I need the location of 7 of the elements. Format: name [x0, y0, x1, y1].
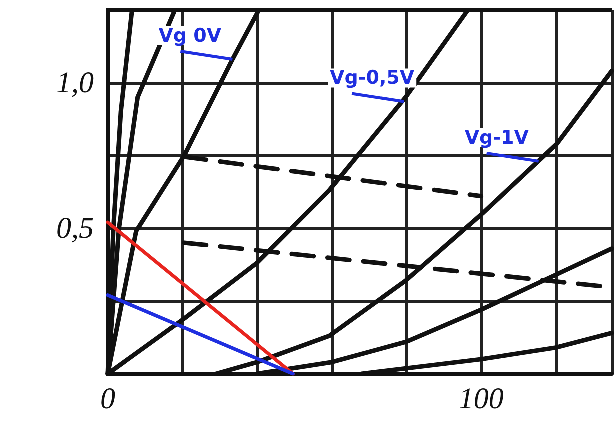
annotation: Vg 0V	[158, 25, 222, 48]
x-tick-label: 100	[458, 382, 504, 416]
x-tick-label: 0	[100, 382, 116, 416]
annotation: Vg-1V	[464, 126, 530, 149]
y-tick-label: 1,0	[56, 66, 94, 100]
y-tick-label: 0,5	[56, 212, 94, 245]
annotation: Vg-0,5V	[330, 67, 415, 90]
